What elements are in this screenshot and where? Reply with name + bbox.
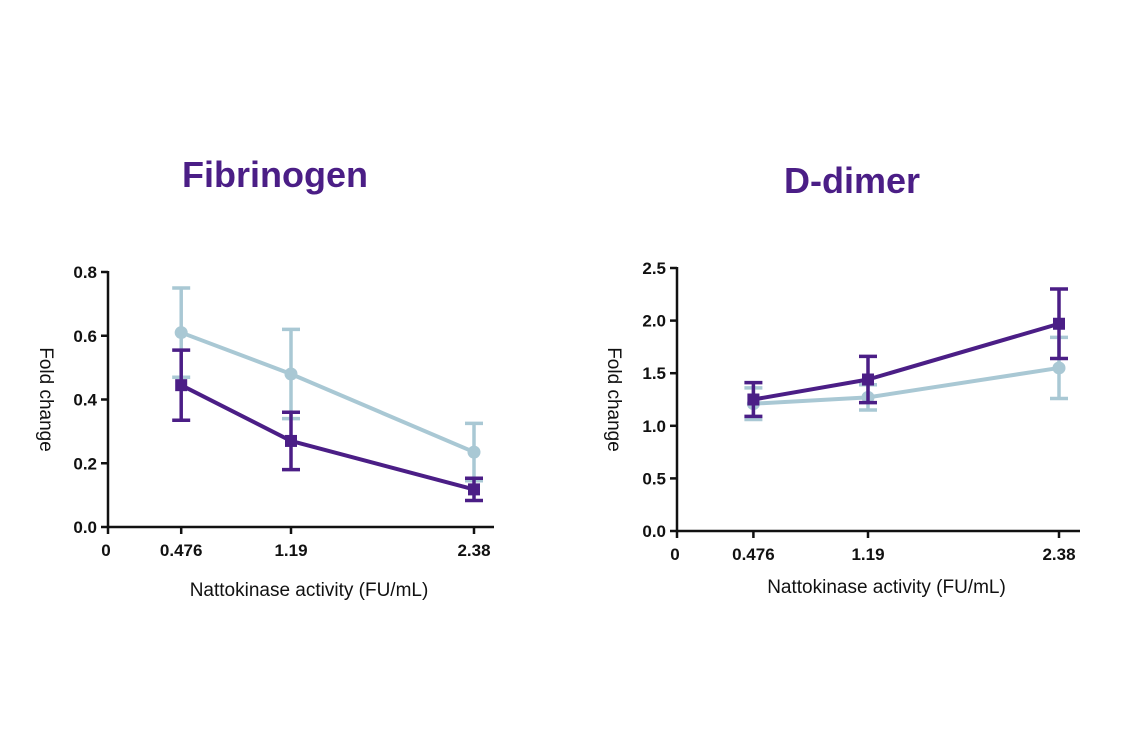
y-tick-label: 2.0 [642,312,666,331]
x-tick-label: 0.476 [732,545,775,564]
y-tick-label: 0.6 [73,327,97,346]
data-point-square [468,483,480,496]
data-point-circle [284,367,298,381]
y-tick-label: 1.0 [642,417,666,436]
series-circle [744,335,1068,422]
y-axis-label: Fold change [35,347,56,452]
data-point-circle [467,445,481,459]
data-point-square [747,393,760,406]
y-tick-label: 1.5 [642,364,666,383]
y-axis-label: Fold change [603,347,624,452]
y-tick-label: 2.5 [642,259,666,278]
data-point-square [1053,317,1065,330]
series-circle [172,286,483,483]
y-tick-label: 0.5 [642,469,666,488]
data-point-circle [174,326,188,340]
x-tick-label: 0.476 [160,541,203,560]
data-point-square [175,379,188,392]
series-square [744,287,1068,419]
x-tick-label: 1.19 [274,541,307,560]
series-line [180,330,475,454]
chart-title-fibrinogen: Fibrinogen [182,154,368,195]
x-tick-label: 1.19 [851,545,884,564]
y-tick-label: 0.4 [73,391,97,410]
chart-d-dimer: 0.0 0.5 1.0 1.5 2.0 2.5 0 0.476 1.19 2.38 Nattokin… [603,259,1080,598]
data-point-circle [1052,361,1066,375]
y-tick-label: 0.0 [73,518,97,537]
chart-title-d-dimer: D-dimer [784,160,921,201]
x-tick-label: 2.38 [457,541,490,560]
x-tick-label: 2.38 [1042,545,1075,564]
series-square [172,348,483,503]
x-axis-label: Nattokinase activity (FU/mL) [767,577,1006,598]
x-tick-label: 0 [670,545,679,564]
x-axis-label: Nattokinase activity (FU/mL) [190,580,429,601]
series-line [753,321,1060,402]
series-line [180,383,475,492]
y-tick-label: 0.2 [73,454,97,473]
chart-fibrinogen: 0.0 0.2 0.4 0.6 0.8 0 0.476 1.19 2.38 Nattokinase… [35,263,494,601]
x-tick-label: 0 [101,541,110,560]
y-tick-label: 0.0 [642,522,666,541]
data-point-square [862,373,874,386]
y-tick-label: 0.8 [73,263,97,282]
data-point-square [285,434,297,447]
series-line [753,365,1060,406]
